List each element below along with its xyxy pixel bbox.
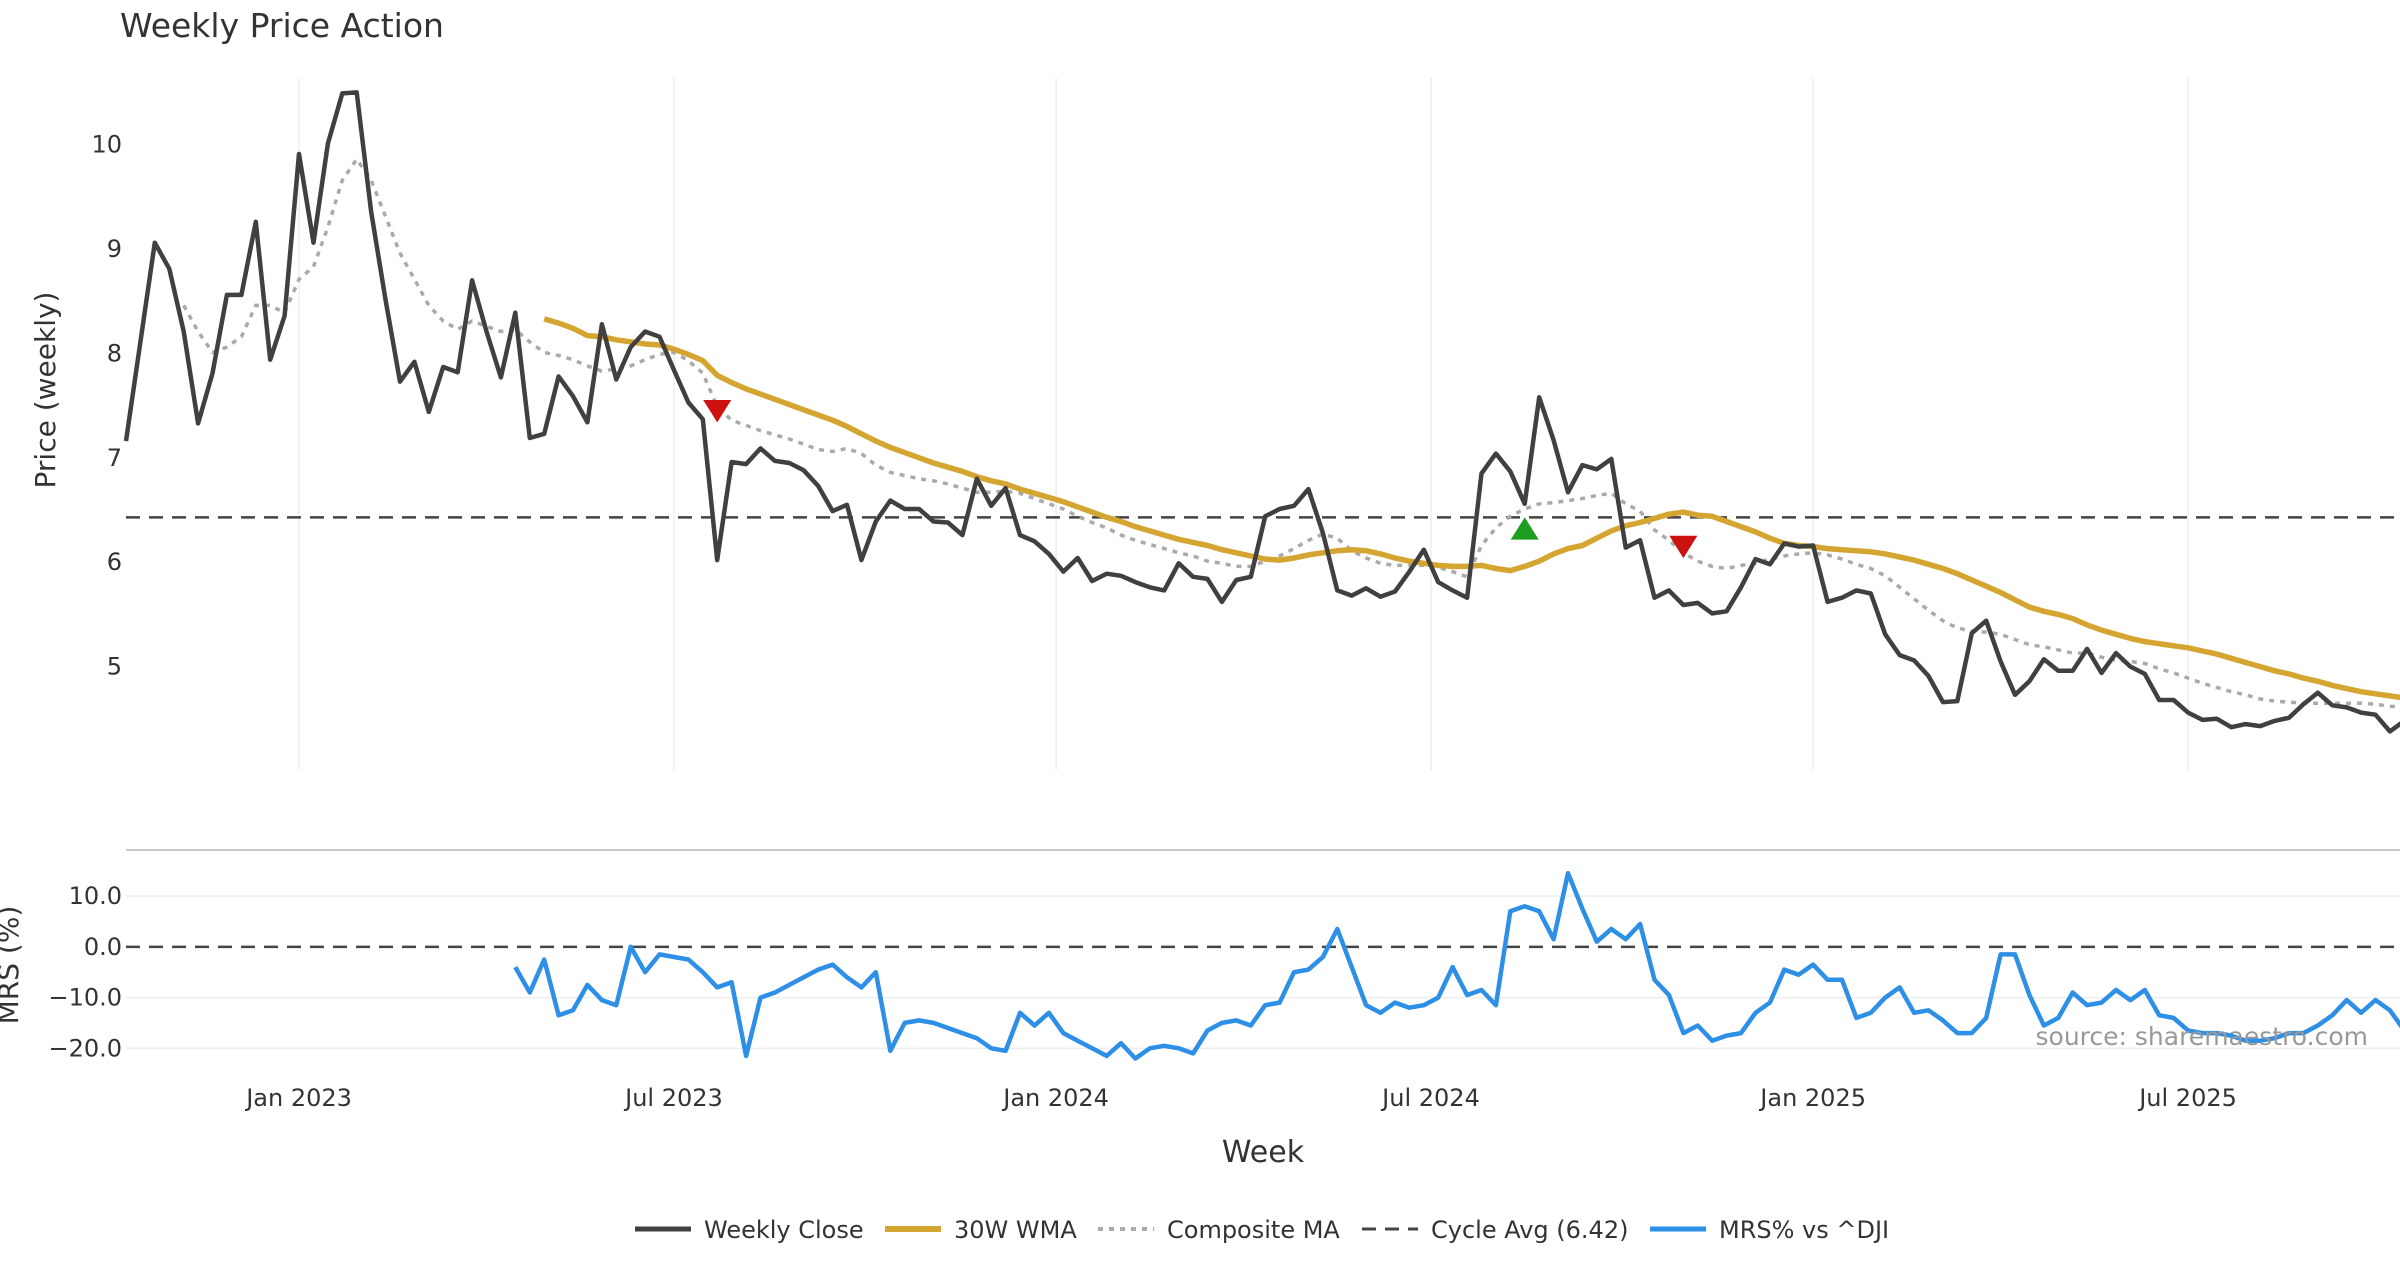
price-panel: 5 6 7 8 9 10 Price (weekly) [29, 78, 2400, 770]
x-tick-label: Jul 2024 [1380, 1084, 1480, 1112]
price-y-tick-label: 7 [107, 444, 122, 472]
price-y-axis-label: Price (weekly) [29, 292, 62, 489]
source-label: source: sharemaestro.com [2036, 1022, 2369, 1051]
mrs-y-tick-label: 0.0 [84, 933, 122, 961]
signal-up-marker [1510, 517, 1539, 540]
x-tick-label: Jul 2023 [623, 1084, 723, 1112]
x-tick-label: Jul 2025 [2137, 1084, 2237, 1112]
price-y-tick-label: 10 [91, 131, 122, 159]
legend-label-close: Weekly Close [704, 1216, 864, 1244]
signal-down-marker [1669, 535, 1698, 559]
mrs-y-tick-label: 10.0 [69, 882, 122, 910]
mrs-y-tick-label: −10.0 [48, 984, 122, 1012]
x-tick-label: Jan 2023 [244, 1084, 352, 1112]
legend-label-cycle: Cycle Avg (6.42) [1431, 1216, 1628, 1244]
price-vertical-grid [298, 78, 2189, 770]
price-y-ticks: 5 6 7 8 9 10 [91, 131, 122, 681]
wma-30w-line [543, 316, 2400, 701]
mrs-y-ticks: 10.0 0.0 −10.0 −20.0 [48, 882, 122, 1062]
legend-label-composite: Composite MA [1167, 1216, 1340, 1244]
x-axis-ticks: Jan 2023 Jul 2023 Jan 2024 Jul 2024 Jan 2025… [244, 1084, 2237, 1112]
legend-label-wma: 30W WMA [954, 1216, 1077, 1244]
price-y-tick-label: 5 [107, 653, 122, 681]
mrs-horizontal-grid [126, 895, 2400, 1050]
x-tick-label: Jan 2024 [1001, 1084, 1109, 1112]
mrs-panel: 10.0 0.0 −10.0 −20.0 source: sharemaestro.c… [0, 870, 2400, 1062]
mrs-line [513, 870, 2400, 1061]
mrs-y-axis-label: MRS (%) [0, 906, 25, 1025]
mrs-y-tick-label: −20.0 [48, 1034, 122, 1062]
signal-down-marker [703, 399, 732, 423]
price-y-tick-label: 8 [107, 339, 122, 367]
price-y-tick-label: 9 [107, 235, 122, 263]
signal-markers [703, 399, 1698, 559]
x-tick-label: Jan 2025 [1758, 1084, 1866, 1112]
price-y-tick-label: 6 [107, 548, 122, 576]
composite-ma-line [182, 156, 2400, 709]
x-axis-label: Week [1222, 1135, 1305, 1170]
chart-title: Weekly Price Action [120, 6, 444, 45]
legend-label-mrs: MRS% vs ^DJI [1719, 1216, 1889, 1244]
weekly-close-line [123, 90, 2400, 734]
legend: Weekly Close 30W WMA Composite MA Cycle Avg… [635, 1216, 1889, 1244]
